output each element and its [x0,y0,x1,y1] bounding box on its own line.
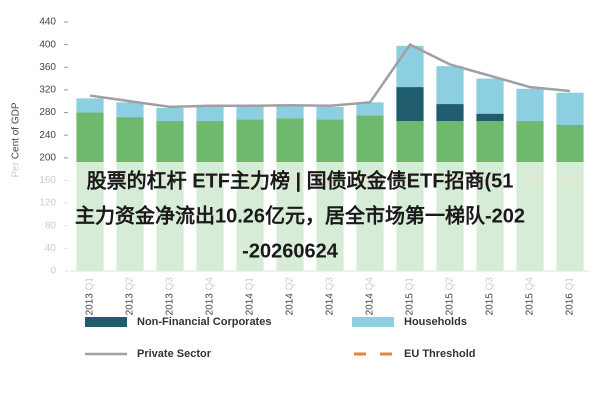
overlay-text: 股票的杠杆 ETF主力榜 | 国债政金债ETF招商(51 [87,168,514,192]
legend-swatch [352,317,394,327]
bar-segment [556,92,584,125]
x-tick-label: 2013 Q1 [85,277,96,316]
legend-swatch [85,317,127,327]
x-tick-label: 2013 Q4 [205,277,216,316]
x-tick-label: 2013 Q2 [125,277,136,316]
y-tick-label: 280 [39,107,56,118]
y-tick-label: 200 [39,152,56,163]
x-tick-label: 2015 Q2 [445,277,456,316]
legend-label: EU Threshold [404,348,476,360]
x-tick-label: 2014 Q1 [245,277,256,316]
y-tick-label: 240 [39,130,56,141]
y-tick-label: 360 [39,62,56,73]
y-tick-label: 440 [39,17,56,28]
bar-segment [156,108,184,122]
bar-segment [356,102,384,116]
x-tick-label: 2013 Q3 [165,277,176,316]
bar-segment [316,106,344,120]
bar-segment [396,87,424,122]
x-tick-label: 2015 Q4 [525,277,536,316]
bar-segment [476,78,504,114]
y-axis-title: Per Cent of GDP [11,102,22,177]
bar-segment [196,106,224,122]
bar-segment [476,113,504,122]
bar-segment [436,66,464,105]
bar-segment [436,104,464,122]
x-tick-label: 2014 Q2 [285,277,296,316]
bar-segment [516,88,544,122]
bar-segment [236,105,264,120]
legend-label: Households [404,316,467,328]
bar-segment [276,105,304,119]
y-tick-label: 400 [39,39,56,50]
bar-segment [116,102,144,118]
x-tick-label: 2014 Q4 [365,277,376,316]
overlay-text: -20260624 [242,240,339,262]
line [89,43,571,109]
x-tick-label: 2015 Q3 [485,277,496,316]
overlay-text: 主力资金净流出10.26亿元，居全市场第一梯队-202 [75,203,525,227]
bar-segment [396,45,424,88]
legend-label: Non-Financial Corporates [137,316,271,328]
legend-label: Private Sector [137,348,212,360]
x-tick-label: 2014 Q3 [325,277,336,316]
x-tick-label: 2016 Q1 [565,277,576,316]
x-tick-label: 2015 Q1 [405,277,416,316]
bar-segment [76,98,104,113]
overlay-band [0,162,600,292]
y-tick-label: 320 [39,85,56,96]
